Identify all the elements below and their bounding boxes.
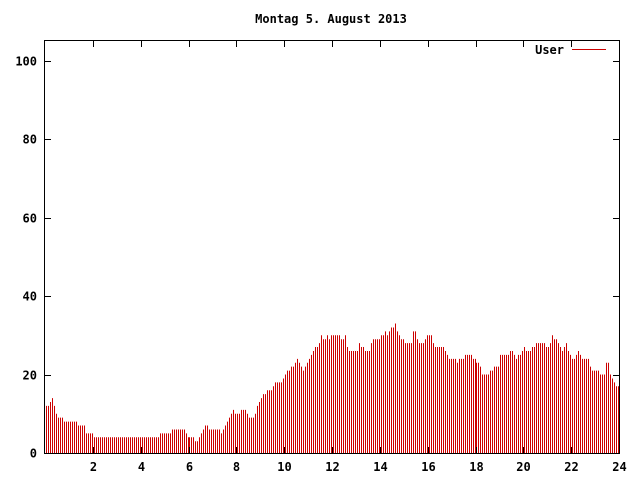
- x-tick-label: 16: [421, 460, 435, 474]
- legend-label: User: [535, 43, 564, 57]
- x-tick-label: 8: [233, 460, 240, 474]
- y-tick-label: 20: [23, 369, 37, 383]
- y-tick-label: 100: [15, 55, 37, 69]
- x-tick-label: 6: [186, 460, 193, 474]
- x-tick-label: 14: [373, 460, 387, 474]
- y-axis: 0 20 40 60 80 100: [15, 55, 619, 461]
- chart-title: Montag 5. August 2013: [255, 12, 407, 26]
- x-tick-label: 12: [325, 460, 339, 474]
- x-tick-label: 22: [564, 460, 578, 474]
- x-tick-label: 10: [277, 460, 291, 474]
- plot-frame: [44, 40, 620, 454]
- y-tick-label: 40: [23, 290, 37, 304]
- y-tick-label: 60: [23, 212, 37, 226]
- x-tick-label: 20: [516, 460, 530, 474]
- legend: User: [535, 43, 606, 57]
- x-tick-label: 4: [138, 460, 145, 474]
- y-tick-label: 80: [23, 133, 37, 147]
- series-bars: [46, 323, 619, 453]
- x-axis: 2 4 6 8 10 12 14 16 18 20 22 24: [90, 41, 627, 474]
- y-tick-label: 0: [30, 447, 37, 461]
- x-tick-label: 2: [90, 460, 97, 474]
- x-tick-label: 18: [469, 460, 483, 474]
- x-tick-label: 24: [612, 460, 626, 474]
